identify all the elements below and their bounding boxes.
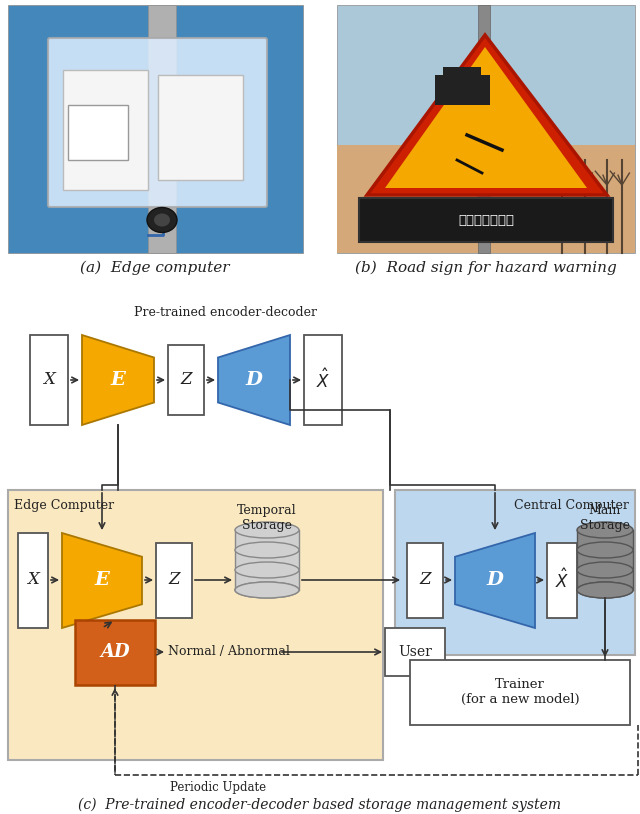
- Bar: [435, 75, 490, 105]
- Text: X: X: [43, 371, 55, 388]
- Bar: [8, 490, 383, 760]
- Bar: [30, 335, 68, 425]
- Bar: [478, 5, 490, 253]
- Bar: [304, 335, 342, 425]
- Bar: [158, 75, 243, 180]
- Ellipse shape: [235, 562, 299, 578]
- Bar: [8, 5, 303, 253]
- Bar: [235, 530, 299, 590]
- Bar: [407, 543, 443, 618]
- Bar: [547, 543, 577, 618]
- Bar: [410, 660, 630, 725]
- Text: Pre-trained encoder-decoder: Pre-trained encoder-decoder: [134, 307, 317, 320]
- Ellipse shape: [577, 582, 633, 598]
- Ellipse shape: [235, 542, 299, 558]
- Bar: [148, 5, 176, 253]
- Bar: [395, 490, 635, 655]
- Text: Edge Computer: Edge Computer: [14, 498, 114, 511]
- Ellipse shape: [577, 522, 633, 538]
- Text: Trainer
(for a new model): Trainer (for a new model): [461, 678, 579, 706]
- Polygon shape: [82, 335, 154, 425]
- Ellipse shape: [235, 522, 299, 538]
- Text: Z: Z: [180, 371, 192, 388]
- Ellipse shape: [235, 582, 299, 598]
- Polygon shape: [455, 533, 535, 628]
- Bar: [75, 620, 155, 685]
- Polygon shape: [218, 335, 290, 425]
- Text: User: User: [398, 645, 432, 659]
- Ellipse shape: [235, 582, 299, 598]
- Text: X: X: [27, 571, 39, 589]
- Bar: [577, 530, 633, 590]
- Text: Z: Z: [419, 571, 431, 589]
- Text: D: D: [486, 571, 504, 589]
- Text: Central Computer: Central Computer: [514, 498, 629, 511]
- Bar: [359, 198, 613, 242]
- Polygon shape: [62, 533, 142, 628]
- Text: $\hat{X}$: $\hat{X}$: [316, 368, 330, 392]
- Polygon shape: [385, 47, 587, 188]
- Text: AD: AD: [100, 643, 130, 661]
- Text: Main
Storage: Main Storage: [580, 504, 630, 532]
- Text: (a)  Edge computer: (a) Edge computer: [80, 260, 230, 275]
- Text: D: D: [246, 371, 262, 389]
- Text: (b)  Road sign for hazard warning: (b) Road sign for hazard warning: [355, 260, 617, 275]
- Text: E: E: [95, 571, 109, 589]
- Text: 속도를줄이시오: 속도를줄이시오: [458, 213, 514, 226]
- Bar: [156, 543, 192, 618]
- FancyBboxPatch shape: [48, 38, 267, 207]
- Bar: [337, 5, 635, 253]
- Ellipse shape: [154, 213, 170, 226]
- Ellipse shape: [577, 542, 633, 558]
- Bar: [443, 67, 481, 87]
- Text: $\hat{X}$: $\hat{X}$: [555, 568, 569, 592]
- Bar: [337, 145, 635, 253]
- Ellipse shape: [147, 208, 177, 233]
- Bar: [18, 533, 48, 628]
- Bar: [63, 70, 148, 190]
- Bar: [68, 105, 128, 160]
- Bar: [168, 345, 204, 415]
- Text: (c)  Pre-trained encoder-decoder based storage management system: (c) Pre-trained encoder-decoder based st…: [79, 798, 561, 812]
- Ellipse shape: [577, 562, 633, 578]
- Text: Periodic Update: Periodic Update: [170, 781, 266, 794]
- Text: Z: Z: [168, 571, 180, 589]
- Text: Temporal
Storage: Temporal Storage: [237, 504, 297, 532]
- Ellipse shape: [577, 582, 633, 598]
- Text: Normal / Abnormal: Normal / Abnormal: [168, 646, 290, 659]
- Bar: [385, 628, 445, 676]
- Text: E: E: [111, 371, 125, 389]
- Polygon shape: [367, 35, 607, 195]
